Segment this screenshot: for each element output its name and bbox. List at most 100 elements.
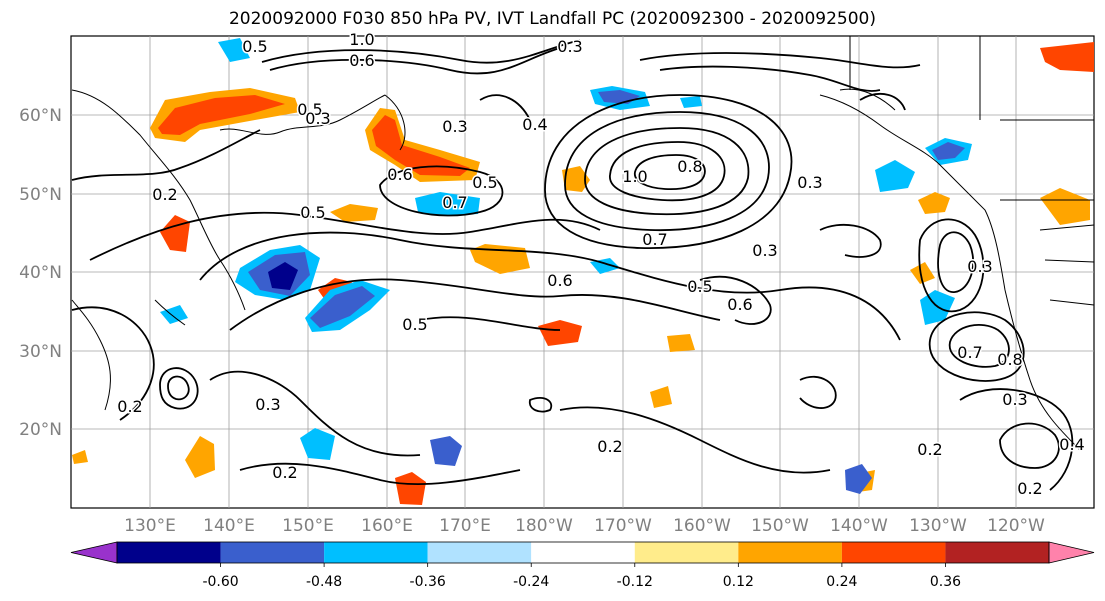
colorbar-segment xyxy=(945,542,1049,563)
contour-label: 0.4 xyxy=(1059,435,1084,454)
contour-label: 0.5 xyxy=(242,37,267,56)
contour-labels: 0.5 1.0 0.6 0.5 0.3 0.3 0.3 0.2 0.4 0.6 0.5 0.7 0.5 1… xyxy=(116,29,1086,500)
lon-label: 130°E xyxy=(124,516,176,536)
colorbar-tick-labels: -0.60 -0.48 -0.36 -0.24 -0.12 0.12 0.24 0.36 xyxy=(202,563,961,590)
lon-label: 120°W xyxy=(987,516,1045,536)
colorbar-segment xyxy=(634,542,739,563)
contour-label: 0.6 xyxy=(349,51,374,70)
pv-anomaly-positive xyxy=(72,450,88,464)
pv-anomaly-positive xyxy=(158,95,285,135)
contour-label: 0.2 xyxy=(152,185,177,204)
contour-label: 0.7 xyxy=(642,230,667,249)
pv-anomaly-negative xyxy=(875,160,915,192)
colorbar-segment xyxy=(220,542,325,563)
contour-label: 0.8 xyxy=(677,157,702,176)
contour-label: 0.7 xyxy=(957,343,982,362)
lat-label: 60°N xyxy=(19,106,62,126)
lon-label: 140°W xyxy=(830,516,888,536)
colorbar-segment xyxy=(324,542,428,563)
lon-label: 180°W xyxy=(515,516,573,536)
lon-label: 170°W xyxy=(594,516,652,536)
pv-anomaly-positive xyxy=(330,204,378,222)
pv-anomaly-negative xyxy=(430,436,462,466)
pv-anomaly-negative xyxy=(268,262,298,290)
colorbar-segment xyxy=(841,542,946,563)
colorbar-segment xyxy=(738,542,842,563)
pv-anomaly-positive xyxy=(910,262,935,284)
contour-label: 0.6 xyxy=(727,295,752,314)
contour-label: 1.0 xyxy=(349,30,374,49)
pv-anomaly-positive xyxy=(1040,188,1090,225)
lon-label: 160°W xyxy=(673,516,731,536)
contour-label: 0.3 xyxy=(797,173,822,192)
contour-label: 0.3 xyxy=(752,241,777,260)
lat-label: 20°N xyxy=(19,420,62,440)
colorbar-segment xyxy=(531,542,635,563)
lon-label: 130°W xyxy=(909,516,967,536)
contour-label: 0.5 xyxy=(687,277,712,296)
colorbar-tick-label: 0.12 xyxy=(723,574,754,590)
lat-label: 30°N xyxy=(19,342,62,362)
pv-anomaly-positive xyxy=(185,436,215,478)
pv-anomaly-negative xyxy=(310,286,375,328)
contour-label: 0.4 xyxy=(522,115,547,134)
pv-anomaly-positive xyxy=(395,472,426,505)
contour-label: 0.3 xyxy=(442,117,467,136)
coastlines xyxy=(71,36,1094,451)
pv-shading xyxy=(72,38,1094,505)
pv-anomaly-negative xyxy=(845,464,872,494)
pv-anomaly-positive xyxy=(650,386,672,408)
ivt-contours xyxy=(71,39,1074,491)
colorbar-segment xyxy=(427,542,532,563)
pv-anomaly-negative xyxy=(932,142,965,160)
pv-anomaly-negative xyxy=(218,38,250,62)
contour-label: 0.2 xyxy=(917,440,942,459)
contour-label: 0.6 xyxy=(547,271,572,290)
pv-anomaly-negative xyxy=(680,96,702,108)
pv-anomaly-positive xyxy=(372,115,470,176)
latitude-labels: 60°N 50°N 40°N 30°N 20°N xyxy=(19,106,62,440)
contour-label: 0.2 xyxy=(117,397,142,416)
figure-title: 2020092000 F030 850 hPa PV, IVT Landfall… xyxy=(228,9,876,29)
colorbar-tick-label: -0.60 xyxy=(202,574,238,590)
pv-anomaly-positive xyxy=(667,334,695,352)
contour-label: 0.3 xyxy=(557,37,582,56)
contour-label: 0.7 xyxy=(442,193,467,212)
contour-label: 0.3 xyxy=(305,109,330,128)
lat-label: 50°N xyxy=(19,185,62,205)
colorbar-arrow-low xyxy=(70,541,118,564)
lon-label: 140°E xyxy=(203,516,255,536)
pv-anomaly-positive xyxy=(1040,42,1094,72)
contour-label: 1.0 xyxy=(622,167,647,186)
colorbar xyxy=(70,541,1095,564)
colorbar-tick-label: 0.24 xyxy=(826,574,857,590)
pv-anomaly-negative xyxy=(415,192,480,216)
lon-label: 150°E xyxy=(282,516,334,536)
pv-anomaly-negative xyxy=(160,305,188,324)
colorbar-tick-label: -0.48 xyxy=(306,574,342,590)
contour-label: 0.5 xyxy=(300,203,325,222)
pv-anomaly-positive xyxy=(538,320,582,346)
lon-label: 150°W xyxy=(751,516,809,536)
colorbar-tick-label: -0.36 xyxy=(410,574,446,590)
contour-label: 0.3 xyxy=(1002,390,1027,409)
contour-label: 0.2 xyxy=(272,463,297,482)
colorbar-segment xyxy=(117,542,221,563)
pv-anomaly-negative xyxy=(300,428,335,460)
contour-label: 0.6 xyxy=(387,165,412,184)
contour-label: 0.3 xyxy=(967,257,992,276)
colorbar-tick-label: 0.36 xyxy=(930,574,961,590)
contour-label: 0.2 xyxy=(597,437,622,456)
lon-label: 160°E xyxy=(361,516,413,536)
contour-label: 0.5 xyxy=(402,315,427,334)
lat-label: 40°N xyxy=(19,263,62,283)
pv-anomaly-positive xyxy=(562,166,590,192)
contour-label: 0.5 xyxy=(472,173,497,192)
colorbar-arrow-high xyxy=(1048,541,1095,564)
colorbar-tick-label: -0.24 xyxy=(513,574,549,590)
contour-label: 0.3 xyxy=(255,395,280,414)
colorbar-outline xyxy=(116,541,1050,564)
colorbar-tick-label: -0.12 xyxy=(617,574,653,590)
lon-label: 170°E xyxy=(439,516,491,536)
